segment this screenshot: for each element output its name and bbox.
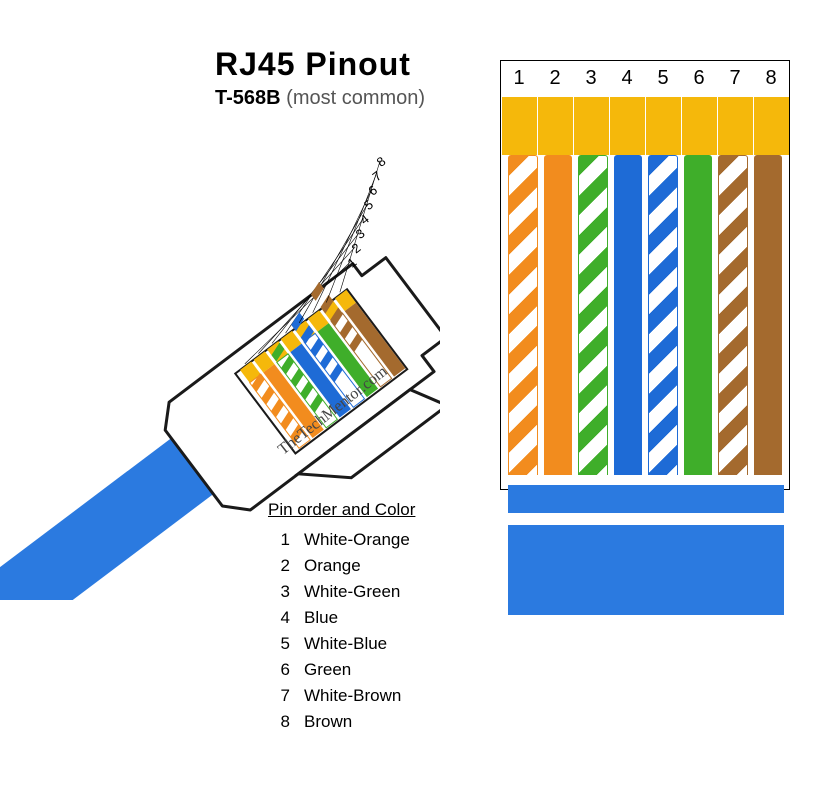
pin-numbers-row: 12345678 [501, 67, 789, 90]
pin-number-3: 3 [573, 67, 609, 90]
pinlist-row-2: 2 Orange [268, 556, 415, 576]
svg-text:2: 2 [349, 240, 364, 256]
pin-number-8: 8 [753, 67, 789, 90]
pinlist-label-6: Green [304, 660, 351, 680]
svg-text:8: 8 [374, 153, 389, 169]
pinlist-label-7: White-Brown [304, 686, 401, 706]
pinlist-label-2: Orange [304, 556, 361, 576]
pin-number-2: 2 [537, 67, 573, 90]
pinlist-row-6: 6 Green [268, 660, 415, 680]
pin-number-5: 5 [645, 67, 681, 90]
pinlist-number-8: 8 [268, 712, 290, 732]
pinlist-label-8: Brown [304, 712, 352, 732]
pin-number-4: 4 [609, 67, 645, 90]
wire-2 [544, 155, 572, 483]
pin-order-body: 1 White-Orange 2 Orange 3 White-Green 4 Blue 5 Wh… [268, 530, 415, 732]
pinlist-label-4: Blue [304, 608, 338, 628]
wire-3 [578, 155, 608, 483]
pin-order-list: Pin order and Color 1 White-Orange 2 Orange… [268, 500, 415, 738]
wire-4 [614, 155, 642, 483]
cable-jacket [508, 475, 784, 615]
gold-contact-8 [753, 97, 789, 155]
pinlist-row-1: 1 White-Orange [268, 530, 415, 550]
wire-6 [684, 155, 712, 483]
pin-number-6: 6 [681, 67, 717, 90]
pin-number-1: 1 [501, 67, 537, 90]
pinlist-number-6: 6 [268, 660, 290, 680]
wire-7 [718, 155, 748, 483]
title-note: (most common) [286, 87, 425, 109]
gold-contact-2 [537, 97, 573, 155]
pinlist-row-8: 8 Brown [268, 712, 415, 732]
wire-8 [754, 155, 782, 483]
pinlist-label-1: White-Orange [304, 530, 410, 550]
gold-contact-7 [717, 97, 753, 155]
pinlist-row-5: 5 White-Blue [268, 634, 415, 654]
pinlist-row-7: 7 White-Brown [268, 686, 415, 706]
title-main: RJ45 Pinout [215, 46, 425, 83]
pin-order-title: Pin order and Color [268, 500, 415, 520]
pinlist-row-3: 3 White-Green [268, 582, 415, 602]
gold-contact-6 [681, 97, 717, 155]
pinlist-number-4: 4 [268, 608, 290, 628]
wire-1 [508, 155, 538, 483]
pinlist-label-3: White-Green [304, 582, 400, 602]
pinlist-number-2: 2 [268, 556, 290, 576]
pinlist-number-3: 3 [268, 582, 290, 602]
title-standard: T-568B [215, 87, 281, 109]
jacket-band [508, 513, 784, 525]
gold-contact-4 [609, 97, 645, 155]
pinlist-number-5: 5 [268, 634, 290, 654]
pinlist-number-7: 7 [268, 686, 290, 706]
pin-color-panel: 12345678 [500, 60, 790, 490]
pinlist-number-1: 1 [268, 530, 290, 550]
gold-contact-3 [573, 97, 609, 155]
wire-5 [648, 155, 678, 483]
gold-contacts-row [501, 97, 789, 155]
pinlist-label-5: White-Blue [304, 634, 387, 654]
title-block: RJ45 Pinout T-568B (most common) [215, 46, 425, 110]
pin-number-7: 7 [717, 67, 753, 90]
gold-contact-5 [645, 97, 681, 155]
wires-row [501, 155, 789, 483]
svg-text:4: 4 [357, 211, 372, 227]
pinlist-row-4: 4 Blue [268, 608, 415, 628]
title-sub: T-568B (most common) [215, 87, 425, 110]
gold-contact-1 [501, 97, 537, 155]
